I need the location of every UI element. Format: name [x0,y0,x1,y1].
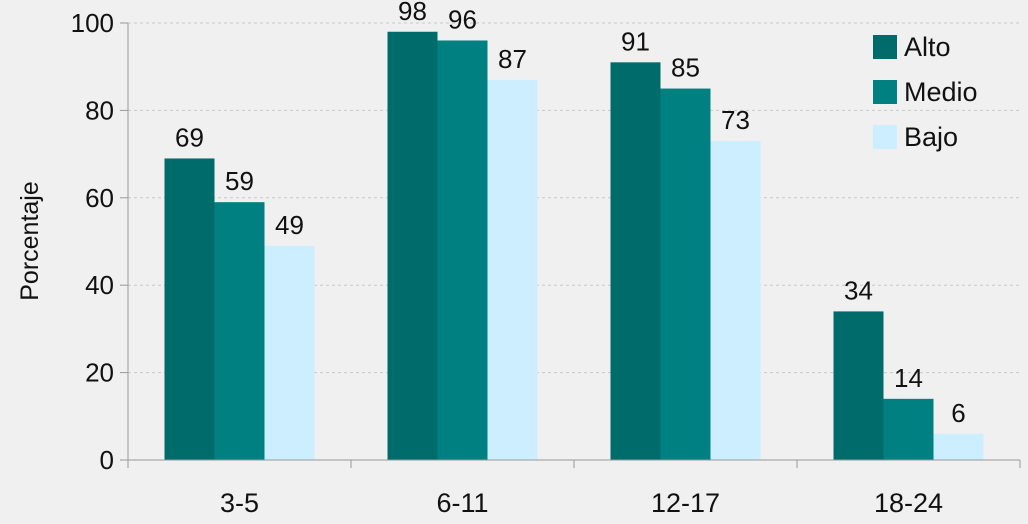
data-label: 91 [621,26,650,56]
legend-swatch-alto [873,35,897,59]
data-label: 49 [275,210,304,240]
bars [164,31,984,461]
x-category-label: 18-24 [874,488,943,518]
bar-bajo [264,245,315,460]
data-label: 96 [448,4,477,34]
x-category-label: 12-17 [651,488,720,518]
y-tick-label: 100 [71,8,114,38]
bar-medio [437,40,488,460]
y-tick-label: 0 [100,445,114,475]
legend-label: Bajo [904,122,958,152]
data-labels: 69 59 49 98 96 87 91 85 73 34 14 6 [175,0,966,428]
x-category-label: 3-5 [220,488,259,518]
y-tick-label: 60 [85,183,114,213]
legend-swatch-medio [873,80,897,104]
legend-label: Medio [904,77,978,107]
data-label: 69 [175,122,204,152]
bar-bajo [487,79,538,460]
y-tick-label: 20 [85,358,114,388]
data-label: 34 [844,275,873,305]
data-label: 6 [951,398,965,428]
x-category-label: 6-11 [436,488,488,518]
y-axis-title: Porcentaje [16,181,44,301]
legend-swatch-bajo [873,125,897,149]
legend: Alto Medio Bajo [873,32,978,152]
bar-bajo [710,140,761,461]
data-label: 87 [498,44,527,74]
bar-bajo [933,433,984,460]
bar-alto [610,62,661,461]
axes: 0 20 40 60 80 100 3-5 6-11 12-17 18-24 [71,8,1021,518]
y-tick-label: 40 [85,270,114,300]
bar-medio [883,398,934,460]
legend-label: Alto [904,32,951,62]
data-label: 59 [225,166,254,196]
bar-alto [164,158,215,460]
gridlines [128,22,1020,374]
data-label: 14 [894,363,923,393]
data-label: 98 [398,0,427,26]
y-tick-label: 80 [85,95,114,125]
data-label: 85 [671,53,700,83]
bar-alto [833,311,884,460]
bar-medio [660,88,711,461]
bar-medio [214,202,265,461]
bar-alto [387,31,438,461]
data-label: 73 [721,105,750,135]
